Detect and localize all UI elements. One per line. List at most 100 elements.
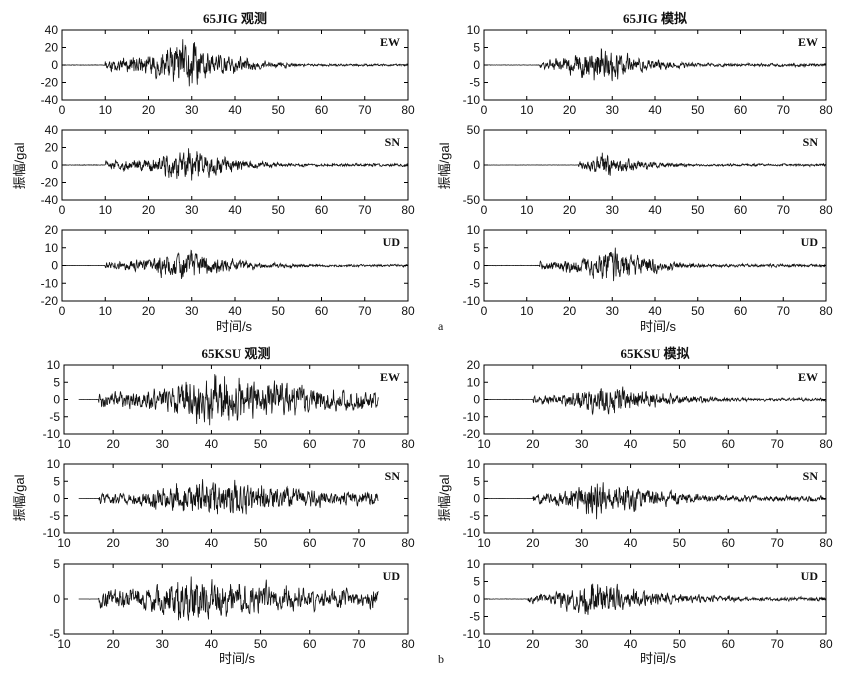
- x-tick-label: 10: [477, 536, 491, 550]
- component-label-a-sim-ew: EW: [798, 35, 818, 49]
- waveform-trace-b-obs-sn: [78, 479, 379, 515]
- y-tick-label: 10: [467, 557, 481, 571]
- x-tick-label: 20: [563, 203, 577, 217]
- y-tick-label: 0: [473, 158, 480, 172]
- x-tick-label: 80: [401, 103, 415, 117]
- x-tick-label: 30: [575, 437, 589, 451]
- x-tick-label: 20: [526, 536, 540, 550]
- chart-panel-b-obs-ew: 10 20 30 40 50 60 70 80 -10 -5 0 5 10 EW 65KSU 观测: [43, 346, 415, 451]
- ylabel-b-right: 振幅/gal: [437, 474, 452, 521]
- y-tick-label: -10: [43, 526, 61, 540]
- x-tick-label: 60: [315, 103, 329, 117]
- x-tick-label: 10: [520, 203, 534, 217]
- y-tick-label: -5: [469, 276, 480, 290]
- x-tick-label: 60: [315, 304, 329, 318]
- y-tick-label: 10: [467, 223, 481, 237]
- x-tick-label: 20: [563, 103, 577, 117]
- y-tick-label: -5: [49, 509, 60, 523]
- waveform-trace-b-sim-sn: [484, 482, 826, 520]
- x-tick-label: 40: [228, 304, 242, 318]
- y-tick-label: 10: [47, 358, 61, 372]
- x-tick-label: 50: [673, 536, 687, 550]
- chart-panel-b-sim-sn: 10 20 30 40 50 60 70 80 -10 -5 0 5 10 SN: [463, 457, 833, 550]
- component-label-a-obs-sn: SN: [385, 135, 401, 149]
- x-tick-label: 80: [401, 637, 415, 651]
- x-tick-label: 50: [254, 536, 268, 550]
- x-tick-label: 30: [156, 536, 170, 550]
- y-tick-label: -5: [49, 627, 60, 641]
- x-tick-label: 10: [57, 536, 71, 550]
- x-tick-label: 20: [526, 437, 540, 451]
- x-tick-label: 80: [819, 304, 833, 318]
- component-label-b-obs-sn: SN: [385, 469, 401, 483]
- x-tick-label: 20: [526, 637, 540, 651]
- panel-title-b-obs-ew: 65KSU 观测: [202, 346, 271, 361]
- x-tick-label: 50: [272, 304, 286, 318]
- x-tick-label: 10: [99, 103, 113, 117]
- x-tick-label: 10: [520, 304, 534, 318]
- x-tick-label: 60: [722, 437, 736, 451]
- x-tick-label: 80: [401, 536, 415, 550]
- x-tick-label: 40: [648, 203, 662, 217]
- waveform-trace-b-sim-ew: [484, 386, 826, 416]
- x-tick-label: 80: [401, 304, 415, 318]
- component-label-b-sim-ud: UD: [801, 569, 819, 583]
- x-tick-label: 50: [691, 304, 705, 318]
- x-tick-label: 30: [156, 637, 170, 651]
- y-tick-label: -5: [469, 610, 480, 624]
- x-tick-label: 20: [142, 304, 156, 318]
- x-tick-label: 70: [352, 536, 366, 550]
- component-label-b-obs-ud: UD: [383, 569, 401, 583]
- waveform-trace-a-obs-ud: [62, 249, 408, 280]
- x-tick-label: 70: [777, 103, 791, 117]
- group-label-a: a: [438, 319, 444, 333]
- y-tick-label: 5: [473, 575, 480, 589]
- chart-panel-b-sim-ew: 10 20 30 40 50 60 70 80 -20 -10 0 10 20 EW 65KSU 模拟: [463, 346, 833, 451]
- x-tick-label: 80: [401, 437, 415, 451]
- waveform-trace-b-obs-ud: [78, 576, 379, 621]
- panel-title-b-sim-ew: 65KSU 模拟: [621, 346, 690, 361]
- x-tick-label: 20: [563, 304, 577, 318]
- waveform-trace-a-obs-sn: [62, 148, 408, 181]
- y-tick-label: -10: [43, 427, 61, 441]
- y-tick-label: -10: [463, 93, 481, 107]
- xlabel-a-left: 时间/s: [216, 319, 253, 334]
- x-tick-label: 40: [624, 536, 638, 550]
- chart-panel-b-obs-sn: 10 20 30 40 50 60 70 80 -10 -5 0 5 10 SN: [43, 457, 415, 550]
- x-tick-label: 20: [142, 103, 156, 117]
- x-tick-label: 80: [819, 437, 833, 451]
- y-tick-label: -10: [463, 627, 481, 641]
- y-tick-label: 10: [467, 375, 481, 389]
- x-tick-label: 20: [106, 536, 120, 550]
- x-tick-label: 80: [401, 203, 415, 217]
- y-tick-label: 40: [45, 123, 59, 137]
- x-tick-label: 30: [575, 536, 589, 550]
- group-label-b: b: [438, 652, 444, 666]
- x-tick-label: 70: [352, 637, 366, 651]
- chart-panel-b-obs-ud: 10 20 30 40 50 60 70 80 -5 0 5 UD: [49, 557, 415, 651]
- xlabel-a-right: 时间/s: [640, 319, 677, 334]
- y-tick-label: 5: [473, 241, 480, 255]
- x-tick-label: 30: [606, 203, 620, 217]
- y-tick-label: -50: [463, 193, 481, 207]
- x-tick-label: 50: [691, 203, 705, 217]
- component-label-b-sim-ew: EW: [798, 370, 818, 384]
- y-tick-label: 20: [467, 358, 481, 372]
- x-tick-label: 0: [481, 203, 488, 217]
- x-tick-label: 60: [303, 536, 317, 550]
- x-tick-label: 10: [520, 103, 534, 117]
- y-tick-label: 0: [53, 393, 60, 407]
- x-tick-label: 40: [228, 103, 242, 117]
- x-tick-label: 10: [99, 304, 113, 318]
- waveform-trace-b-obs-ew: [78, 374, 379, 426]
- y-tick-label: -10: [463, 526, 481, 540]
- x-tick-label: 30: [606, 304, 620, 318]
- y-tick-label: 0: [51, 158, 58, 172]
- component-label-a-obs-ew: EW: [380, 35, 400, 49]
- y-tick-label: -5: [469, 509, 480, 523]
- x-tick-label: 80: [819, 103, 833, 117]
